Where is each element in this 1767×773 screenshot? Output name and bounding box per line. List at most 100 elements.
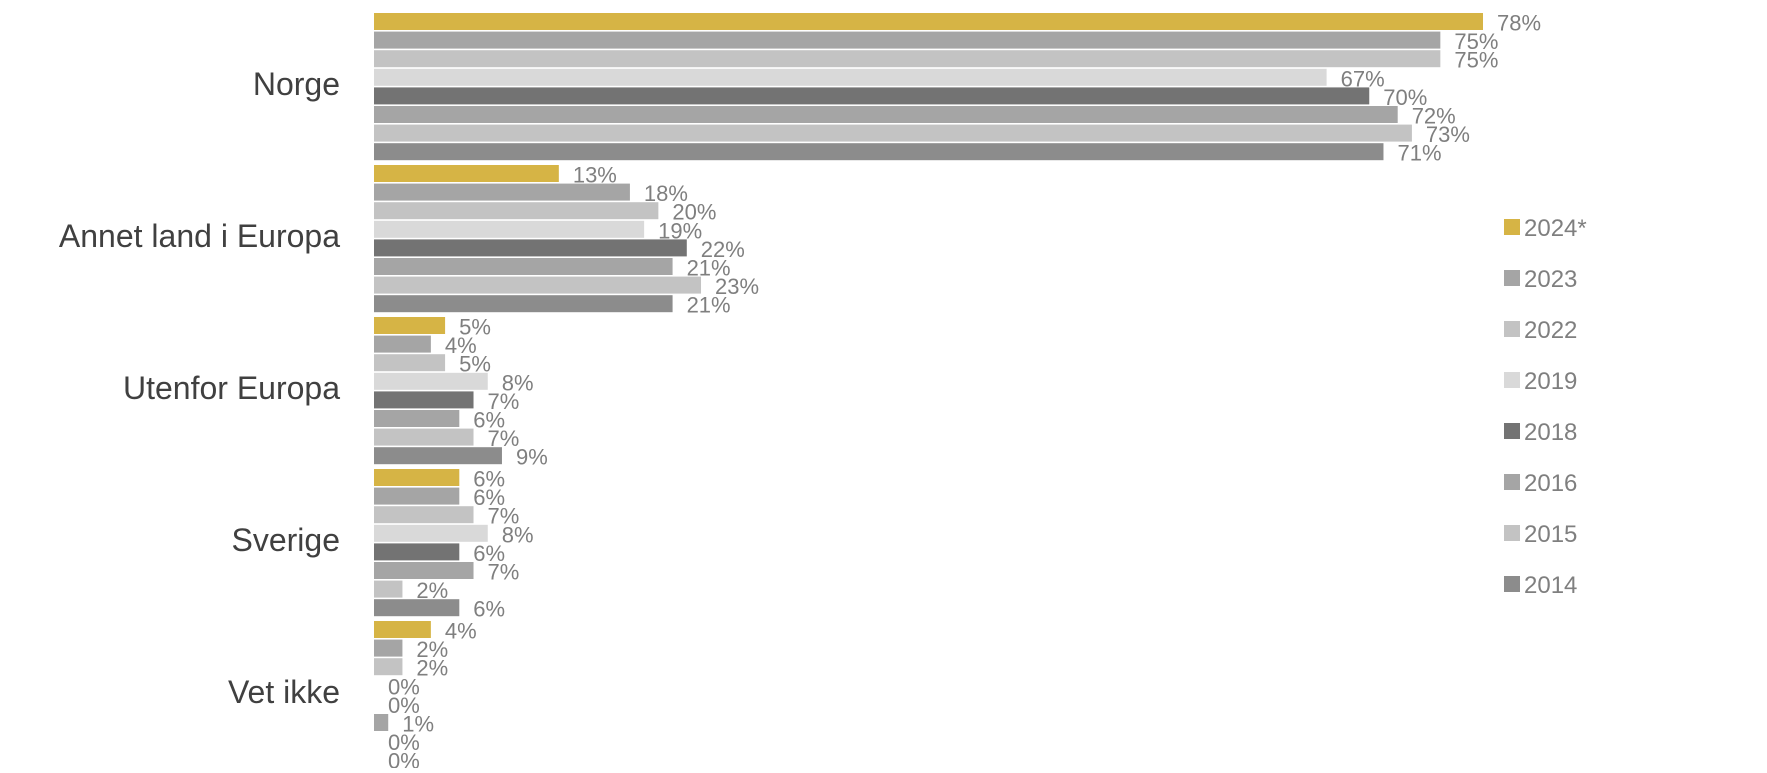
value-label-norge-2018: 70% <box>1383 85 1427 110</box>
bar-annet-land-i-europa-2023 <box>374 183 630 201</box>
value-label-sverige-2018: 6% <box>473 541 505 566</box>
value-label-sverige-2024: 6% <box>473 467 505 492</box>
legend-label-2022: 2022 <box>1524 317 1577 344</box>
bar-utenfor-europa-2015 <box>374 428 474 446</box>
legend: 2024* 2023 2022 2019 2018 2016 2015 2014 <box>1504 215 1587 599</box>
legend-label-2015: 2015 <box>1524 521 1577 548</box>
value-label-vet-ikke-2016: 1% <box>402 712 434 737</box>
category-label-vet-ikke: Vet ikke <box>228 674 340 710</box>
value-label-annet-land-i-europa-2015: 23% <box>715 274 759 299</box>
value-label-sverige-2023: 6% <box>473 485 505 510</box>
value-label-utenfor-europa-2015: 7% <box>488 426 520 451</box>
value-label-utenfor-europa-2024: 5% <box>459 315 491 340</box>
value-label-utenfor-europa-2018: 7% <box>488 389 520 414</box>
bars-layer <box>374 13 1483 731</box>
value-label-norge-2019: 67% <box>1341 66 1385 91</box>
bar-utenfor-europa-2022 <box>374 354 446 372</box>
legend-label-2019: 2019 <box>1524 368 1577 395</box>
legend-label-2014: 2014 <box>1524 572 1577 599</box>
bar-utenfor-europa-2023 <box>374 335 431 353</box>
bar-utenfor-europa-2024 <box>374 317 446 334</box>
value-label-vet-ikke-2022: 2% <box>416 656 448 681</box>
value-label-annet-land-i-europa-2019: 19% <box>658 218 702 243</box>
legend-swatch-2014 <box>1504 576 1520 592</box>
value-label-utenfor-europa-2023: 4% <box>445 333 477 358</box>
bar-annet-land-i-europa-2015 <box>374 276 702 294</box>
category-label-utenfor-europa: Utenfor Europa <box>123 370 340 406</box>
bar-norge-2023 <box>374 31 1441 49</box>
bar-sverige-2016 <box>374 562 474 579</box>
legend-swatch-2015 <box>1504 525 1520 541</box>
bar-norge-2014 <box>374 143 1384 161</box>
value-label-annet-land-i-europa-2022: 20% <box>672 200 716 225</box>
value-label-vet-ikke-2015: 0% <box>388 730 420 755</box>
category-label-norge: Norge <box>253 66 340 102</box>
bar-sverige-2022 <box>374 506 474 524</box>
value-label-sverige-2016: 7% <box>488 560 520 585</box>
value-label-annet-land-i-europa-2018: 22% <box>701 237 745 262</box>
bar-vet-ikke-2024 <box>374 621 431 638</box>
value-label-utenfor-europa-2022: 5% <box>459 352 491 377</box>
value-label-annet-land-i-europa-2016: 21% <box>687 256 731 281</box>
value-label-annet-land-i-europa-2024: 13% <box>573 163 617 188</box>
value-label-annet-land-i-europa-2014: 21% <box>687 293 731 318</box>
bar-norge-2024 <box>374 13 1483 30</box>
bar-sverige-2024 <box>374 469 460 486</box>
value-label-utenfor-europa-2016: 6% <box>473 408 505 433</box>
value-label-sverige-2015: 2% <box>416 578 448 603</box>
value-label-sverige-2014: 6% <box>473 597 505 622</box>
value-label-vet-ikke-2018: 0% <box>388 693 420 718</box>
bar-norge-2015 <box>374 124 1412 142</box>
category-label-sverige: Sverige <box>232 522 341 558</box>
value-label-vet-ikke-2024: 4% <box>445 619 477 644</box>
legend-label-2016: 2016 <box>1524 470 1577 497</box>
legend-swatch-2022 <box>1504 321 1520 337</box>
bar-norge-2018 <box>374 87 1370 105</box>
bar-annet-land-i-europa-2016 <box>374 258 673 275</box>
bar-vet-ikke-2022 <box>374 658 403 676</box>
legend-label-2024: 2024* <box>1524 215 1587 242</box>
bar-utenfor-europa-2019 <box>374 372 488 390</box>
value-label-norge-2015: 73% <box>1426 122 1470 147</box>
value-label-norge-2024: 78% <box>1497 11 1541 36</box>
bar-annet-land-i-europa-2024 <box>374 165 559 182</box>
legend-swatch-2023 <box>1504 270 1520 286</box>
bar-utenfor-europa-2014 <box>374 447 502 465</box>
bar-annet-land-i-europa-2019 <box>374 220 645 238</box>
value-label-annet-land-i-europa-2023: 18% <box>644 181 688 206</box>
value-label-norge-2023: 75% <box>1454 29 1498 54</box>
bar-sverige-2018 <box>374 543 460 561</box>
legend-swatch-2019 <box>1504 372 1520 388</box>
value-label-utenfor-europa-2014: 9% <box>516 445 548 470</box>
bar-sverige-2015 <box>374 580 403 598</box>
category-label-annet-land-i-europa: Annet land i Europa <box>59 218 340 254</box>
value-label-vet-ikke-2023: 2% <box>416 637 448 662</box>
bar-sverige-2014 <box>374 599 460 617</box>
legend-label-2018: 2018 <box>1524 419 1577 446</box>
bar-sverige-2019 <box>374 524 488 542</box>
bar-sverige-2023 <box>374 487 460 505</box>
value-label-norge-2016: 72% <box>1412 104 1456 129</box>
bar-annet-land-i-europa-2022 <box>374 202 659 220</box>
bar-annet-land-i-europa-2014 <box>374 295 673 313</box>
bar-norge-2019 <box>374 68 1327 86</box>
bar-norge-2016 <box>374 106 1398 123</box>
legend-swatch-2018 <box>1504 423 1520 439</box>
legend-swatch-2016 <box>1504 474 1520 490</box>
bar-annet-land-i-europa-2018 <box>374 239 687 257</box>
bar-vet-ikke-2023 <box>374 639 403 657</box>
bar-norge-2022 <box>374 50 1441 68</box>
value-labels-layer: 78%75%75%67%70%72%73%71%13%18%20%19%22%2… <box>388 11 1541 773</box>
value-label-norge-2014: 71% <box>1397 141 1441 166</box>
bar-utenfor-europa-2018 <box>374 391 474 409</box>
legend-label-2023: 2023 <box>1524 266 1577 293</box>
value-label-norge-2022: 75% <box>1454 48 1498 73</box>
category-labels-layer: Norge Annet land i Europa Utenfor Europa Sv… <box>59 66 340 710</box>
value-label-vet-ikke-2019: 0% <box>388 674 420 699</box>
legend-swatch-2024 <box>1504 219 1520 235</box>
value-label-sverige-2019: 8% <box>502 522 534 547</box>
bar-vet-ikke-2016 <box>374 714 389 731</box>
value-label-vet-ikke-2014: 0% <box>388 749 420 768</box>
